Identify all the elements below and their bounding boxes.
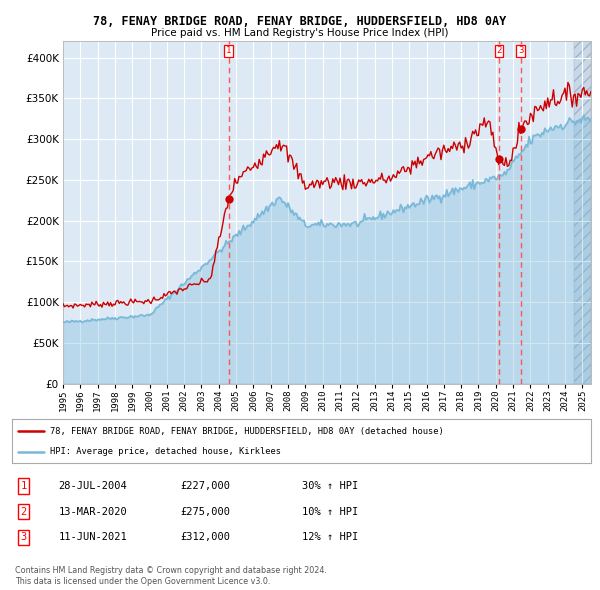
Text: £275,000: £275,000 xyxy=(180,507,230,517)
Text: 3: 3 xyxy=(20,532,27,542)
Text: 10% ↑ HPI: 10% ↑ HPI xyxy=(302,507,358,517)
Text: HPI: Average price, detached house, Kirklees: HPI: Average price, detached house, Kirk… xyxy=(50,447,281,456)
Text: 78, FENAY BRIDGE ROAD, FENAY BRIDGE, HUDDERSFIELD, HD8 0AY: 78, FENAY BRIDGE ROAD, FENAY BRIDGE, HUD… xyxy=(94,15,506,28)
Text: 3: 3 xyxy=(518,47,523,55)
Text: Contains HM Land Registry data © Crown copyright and database right 2024.: Contains HM Land Registry data © Crown c… xyxy=(15,566,327,575)
Text: 12% ↑ HPI: 12% ↑ HPI xyxy=(302,532,358,542)
Text: 30% ↑ HPI: 30% ↑ HPI xyxy=(302,481,358,491)
Text: 78, FENAY BRIDGE ROAD, FENAY BRIDGE, HUDDERSFIELD, HD8 0AY (detached house): 78, FENAY BRIDGE ROAD, FENAY BRIDGE, HUD… xyxy=(50,427,443,436)
Text: 1: 1 xyxy=(20,481,27,491)
Text: 11-JUN-2021: 11-JUN-2021 xyxy=(58,532,127,542)
Text: £312,000: £312,000 xyxy=(180,532,230,542)
Text: This data is licensed under the Open Government Licence v3.0.: This data is licensed under the Open Gov… xyxy=(15,577,271,586)
Text: 28-JUL-2004: 28-JUL-2004 xyxy=(58,481,127,491)
Text: 1: 1 xyxy=(226,47,232,55)
Text: 2: 2 xyxy=(20,507,27,517)
Polygon shape xyxy=(574,41,591,384)
Text: 13-MAR-2020: 13-MAR-2020 xyxy=(58,507,127,517)
Text: 2: 2 xyxy=(496,47,502,55)
Text: Price paid vs. HM Land Registry's House Price Index (HPI): Price paid vs. HM Land Registry's House … xyxy=(151,28,449,38)
Text: £227,000: £227,000 xyxy=(180,481,230,491)
